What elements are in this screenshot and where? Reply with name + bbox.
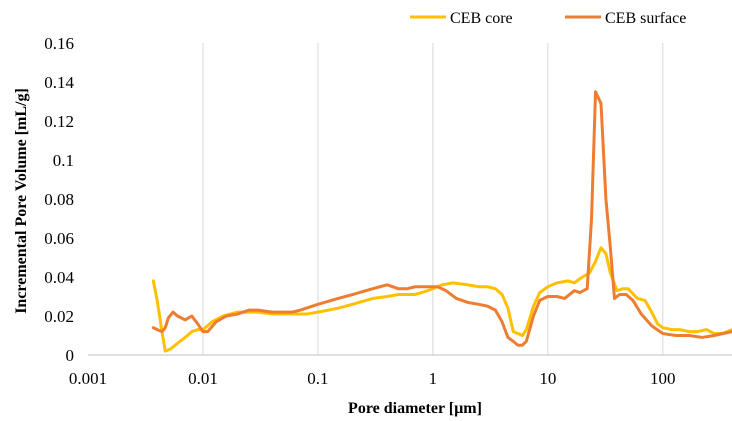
x-tick-label: 0.01: [188, 369, 218, 388]
y-tick-label: 0.08: [44, 190, 74, 209]
series-line-ceb-surface: [151, 90, 732, 347]
series-lines: [151, 90, 732, 353]
x-tick-label: 0.1: [307, 369, 328, 388]
x-tick-label: 1: [429, 369, 438, 388]
legend: CEB core CEB surface: [410, 10, 686, 27]
legend-label: CEB surface: [605, 10, 686, 27]
x-tick-label: 10: [539, 369, 556, 388]
y-tick-label: 0.1: [53, 151, 74, 170]
x-tick-label: 0.001: [69, 369, 107, 388]
y-tick-label: 0.16: [44, 34, 74, 53]
y-tick-label: 0: [66, 346, 75, 365]
y-tick-label: 0.04: [44, 268, 74, 287]
x-axis-title: Pore diameter [µm]: [348, 400, 482, 417]
gridlines: [202, 43, 664, 355]
series-line-ceb-core: [151, 246, 732, 353]
x-tick-label: 100: [650, 369, 676, 388]
y-tick-label: 0.14: [44, 73, 74, 92]
y-axis-title: Incremental Pore Volume [mL/g]: [13, 88, 30, 314]
y-tick-label: 0.12: [44, 112, 74, 131]
x-tick-labels: 0.001 0.01 0.1 1 10 100: [69, 369, 676, 388]
y-tick-label: 0.06: [44, 229, 74, 248]
y-tick-labels: 0 0.02 0.04 0.06 0.08 0.1 0.12 0.14 0.16: [44, 34, 74, 365]
y-tick-label: 0.02: [44, 307, 74, 326]
legend-label: CEB core: [450, 10, 513, 27]
